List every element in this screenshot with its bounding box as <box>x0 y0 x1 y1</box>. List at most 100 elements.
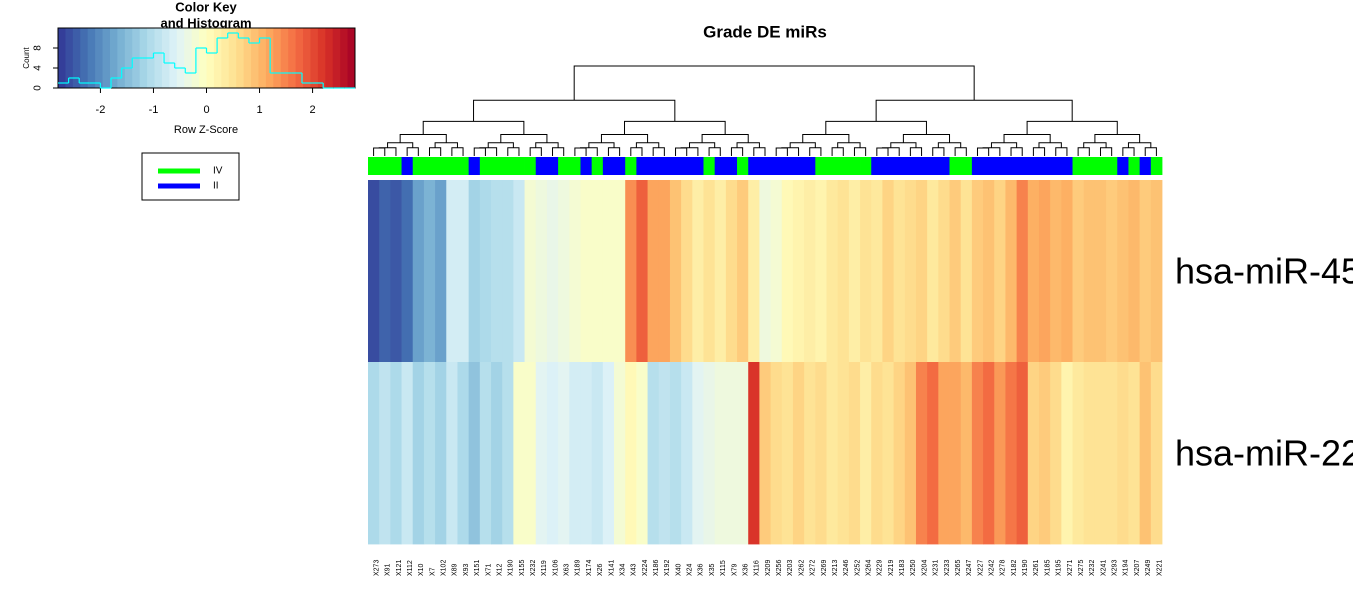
heat-cell <box>893 180 906 363</box>
column-label: X26 <box>597 563 604 576</box>
group-bar <box>938 157 950 175</box>
group-bar <box>1083 157 1096 175</box>
heat-cell <box>468 362 481 545</box>
heat-cell <box>938 362 950 545</box>
group-bar <box>1061 157 1073 175</box>
dendro-branch <box>853 147 867 156</box>
heat-cell <box>558 180 570 363</box>
group-bar <box>960 157 973 175</box>
dendro-branch <box>529 147 542 156</box>
column-label: X221 <box>1156 560 1163 576</box>
dendro-branch <box>600 134 649 143</box>
key-swatch <box>154 28 163 88</box>
heat-cell <box>636 362 648 545</box>
heat-cell <box>737 362 749 545</box>
key-swatch <box>295 28 304 88</box>
column-label: X194 <box>1123 560 1130 576</box>
column-label: X231 <box>933 560 940 576</box>
y-tick-label: 0 <box>33 85 44 91</box>
dendro-branch <box>982 147 1001 156</box>
heat-cell <box>491 180 503 363</box>
heat-cell <box>815 180 827 363</box>
heat-cell <box>994 362 1006 545</box>
heat-cell <box>1150 180 1163 363</box>
heat-cell <box>748 362 760 545</box>
heat-cell <box>591 180 604 363</box>
column-label: X43 <box>631 563 638 576</box>
key-swatch <box>117 28 126 88</box>
key-swatch <box>109 28 118 88</box>
heat-cell <box>826 180 839 363</box>
heat-cell <box>491 362 503 545</box>
heat-cell <box>1139 362 1152 545</box>
dendro-branch <box>1094 134 1141 143</box>
heat-cell <box>412 180 425 363</box>
heat-cell <box>837 362 850 545</box>
heat-cell <box>390 180 402 363</box>
heat-cell <box>681 180 693 363</box>
dendro-branch <box>406 147 419 156</box>
heat-cell <box>1027 180 1040 363</box>
heat-cell <box>524 362 537 545</box>
column-label: X174 <box>586 560 593 576</box>
group-bar <box>893 157 906 175</box>
heat-cell <box>681 362 693 545</box>
column-label: X293 <box>1112 560 1119 576</box>
key-swatch <box>206 28 215 88</box>
group-bar <box>792 157 805 175</box>
heat-cell <box>759 362 771 545</box>
dendro-branch <box>875 99 1073 122</box>
group-bar <box>714 157 727 175</box>
column-label: X24 <box>687 563 694 576</box>
heat-cell <box>569 362 581 545</box>
key-swatch <box>236 28 245 88</box>
heat-cell <box>647 362 660 545</box>
group-bar <box>737 157 749 175</box>
column-label: X247 <box>966 560 973 576</box>
key-swatch <box>199 28 207 88</box>
heat-cell <box>1106 180 1118 363</box>
heat-cell <box>1027 362 1040 545</box>
heat-cell <box>882 180 895 363</box>
heat-cell <box>591 362 604 545</box>
key-swatch <box>310 28 319 88</box>
group-bar <box>368 157 380 175</box>
heat-cell <box>1072 180 1085 363</box>
column-label: X203 <box>787 560 794 576</box>
heat-cell <box>1117 180 1129 363</box>
key-swatch <box>161 28 170 88</box>
dendro-branch <box>451 147 464 156</box>
column-label: X252 <box>854 560 861 576</box>
group-bar <box>848 157 861 175</box>
heat-cell <box>379 180 391 363</box>
heat-cell <box>502 362 514 545</box>
column-label: X7 <box>429 567 436 576</box>
heat-cell <box>535 180 548 363</box>
heat-cell <box>580 362 593 545</box>
heat-cell <box>647 180 660 363</box>
dendrogram <box>373 65 1157 156</box>
dendro-branch <box>1026 120 1118 135</box>
column-label: X190 <box>508 560 515 576</box>
group-bar <box>546 157 559 175</box>
group-bar <box>770 157 783 175</box>
heat-cell <box>1150 362 1163 545</box>
group-bar <box>625 157 637 175</box>
heat-cell <box>949 180 962 363</box>
heat-cell <box>1061 180 1073 363</box>
group-bar <box>725 157 738 175</box>
x-tick-label: 0 <box>203 104 209 116</box>
legend-box <box>141 152 240 201</box>
heat-cell <box>502 180 514 363</box>
dendro-branch <box>652 147 665 156</box>
dendro-branch <box>434 142 458 148</box>
column-label: X242 <box>989 560 996 576</box>
column-label: X63 <box>564 563 571 576</box>
heat-cell <box>479 362 492 545</box>
group-bar <box>1094 157 1107 175</box>
key-swatch <box>317 28 326 88</box>
key-xlabel: Row Z-Score <box>174 124 238 136</box>
group-bar <box>457 157 470 175</box>
key-swatch <box>80 28 89 88</box>
dendro-branch <box>1003 134 1051 143</box>
